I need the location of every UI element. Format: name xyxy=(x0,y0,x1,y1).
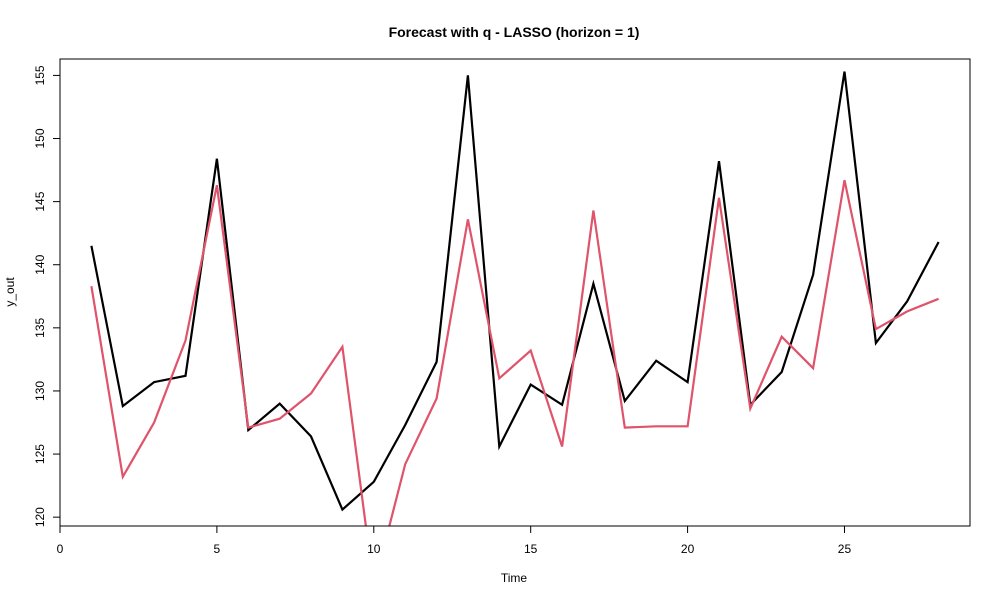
series-line-1 xyxy=(90,71,940,512)
x-tick-label: 15 xyxy=(524,542,538,556)
y-tick-label: 125 xyxy=(33,444,47,464)
y-tick-label: 155 xyxy=(33,65,47,85)
x-tick-label: 0 xyxy=(57,542,64,556)
y-tick-label: 120 xyxy=(33,507,47,527)
series-layer xyxy=(90,71,940,526)
y-tick-label: 130 xyxy=(33,381,47,401)
x-tick-label: 5 xyxy=(214,542,221,556)
series-line-2 xyxy=(90,179,940,526)
y-tick-label: 150 xyxy=(33,128,47,148)
x-tick-label: 10 xyxy=(367,542,381,556)
x-tick-label: 20 xyxy=(681,542,695,556)
chart-title: Forecast with q - LASSO (horizon = 1) xyxy=(389,24,640,40)
y-tick-label: 140 xyxy=(33,254,47,274)
y-tick-label: 135 xyxy=(33,318,47,338)
y-tick-label: 145 xyxy=(33,191,47,211)
x-axis: 0 5 10 15 20 25 xyxy=(57,525,852,556)
x-axis-title: Time xyxy=(501,571,528,585)
x-tick-label: 25 xyxy=(838,542,852,556)
y-axis-title: y_out xyxy=(3,277,17,307)
y-axis: 120 125 130 135 140 145 150 155 xyxy=(33,65,61,527)
